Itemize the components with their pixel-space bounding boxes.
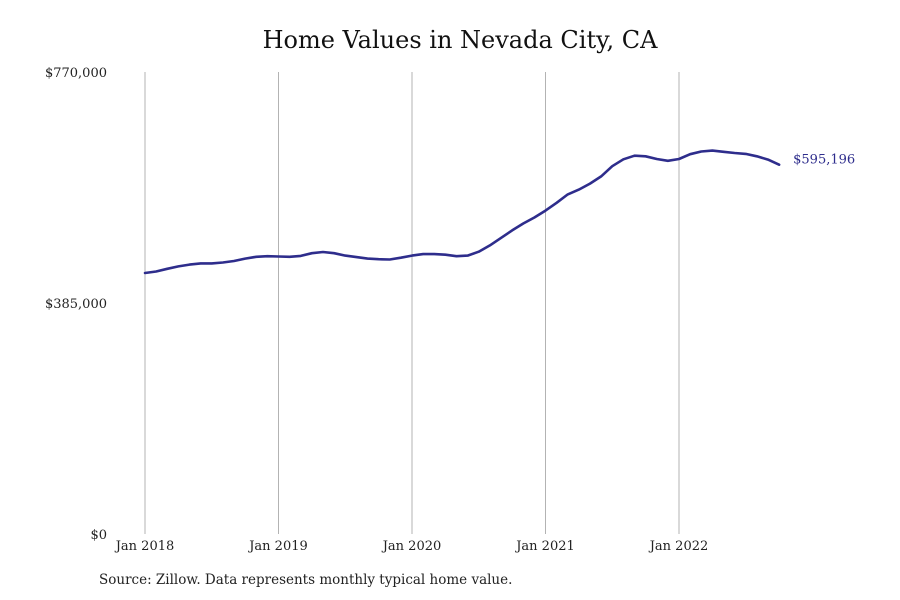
series-group [143, 149, 781, 275]
x-tick-label: Jan 2019 [247, 539, 308, 554]
x-tick-label: Jan 2020 [381, 539, 442, 554]
series-line [143, 149, 781, 275]
y-tick-label: $0 [90, 528, 107, 543]
end-value-label: $595,196 [793, 153, 855, 168]
source-note: Source: Zillow. Data represents monthly … [99, 572, 513, 588]
y-axis-ticks: $770,000 $385,000 $0 [45, 66, 107, 543]
x-tick-label: Jan 2021 [514, 539, 575, 554]
chart-title: Home Values in Nevada City, CA [262, 26, 658, 54]
gridlines [144, 72, 680, 534]
end-labels: $595,196 [793, 153, 855, 168]
x-tick-label: Jan 2018 [114, 539, 175, 554]
y-tick-label: $770,000 [45, 66, 107, 81]
x-tick-label: Jan 2022 [648, 539, 709, 554]
y-tick-label: $385,000 [45, 297, 107, 312]
x-axis-ticks: Jan 2018 Jan 2019 Jan 2020 Jan 2021 Jan 2022 [114, 539, 709, 554]
